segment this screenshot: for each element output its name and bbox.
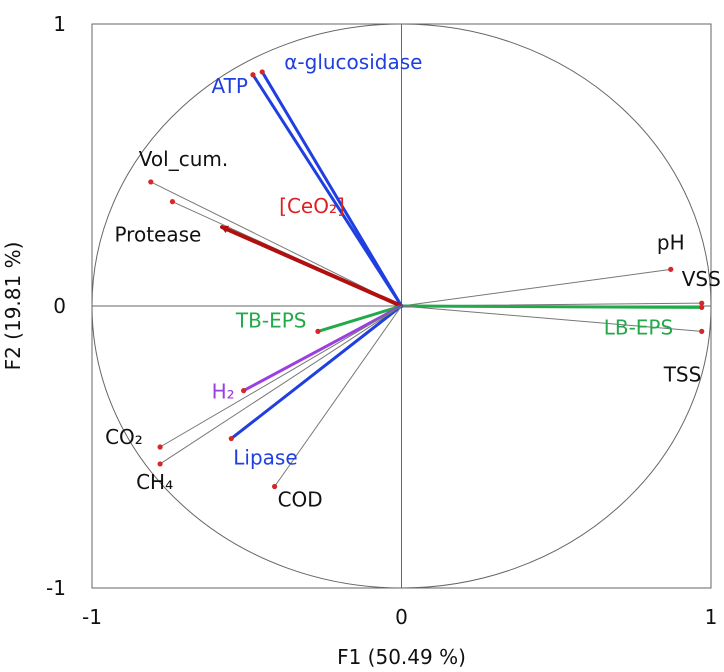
x-tick-label: -1 [82,605,102,629]
label-protease: Protease [114,223,201,247]
vector-lipase [229,304,403,441]
point-vol-cum [148,179,154,185]
point-cod [272,483,278,490]
label-ch4: CH₄ [136,470,173,494]
label-lipase: Lipase [233,446,297,470]
correlation-circle [91,23,712,589]
label-cod: COD [278,487,323,511]
vector-vol-cum [150,181,402,307]
y-tick-label: 0 [53,294,66,318]
x-tick-label: 1 [705,605,718,629]
vector-tss [401,305,703,332]
label-ceo2: [CeO₂] [279,194,345,218]
label-h2: H₂ [212,380,235,404]
label-alpha-glucosidase: α-glucosidase [284,50,422,74]
point-lipase [228,435,234,442]
y-tick-label: 1 [53,12,66,36]
vector-ceo2 [219,225,404,308]
vector-atp [251,73,403,308]
vector-h2 [242,304,403,393]
y-axis-title: F2 (19.81 %) [1,242,25,371]
x-axis-title: F1 (50.49 %) [337,645,466,669]
vector-ch4 [159,305,402,465]
label-vol-cum: Vol_cum. [139,147,228,171]
label-tss: TSS [663,362,702,386]
label-tb-eps: TB-EPS [235,308,307,332]
y-tick-label: -1 [46,576,66,600]
vector-co2 [159,305,402,448]
point-co2 [157,444,163,450]
vector-ph [401,268,672,307]
vector-tb-eps [316,304,403,333]
point-alpha-glucosidase [259,69,265,75]
x-tick-label: 0 [395,605,408,629]
point-ph [668,266,674,272]
label-lb-eps: LB-EPS [604,315,673,339]
label-ph: pH [657,230,685,254]
label-vss: VSS [682,267,721,291]
vector-cod [274,305,402,487]
point-tb-eps [315,328,321,334]
point-h2 [241,388,247,394]
point-vss [699,300,705,306]
point-protease [169,199,176,205]
vector-lb-eps [400,304,704,309]
point-ch4 [157,461,163,467]
label-atp: ATP [212,74,248,98]
label-co2: CO₂ [105,425,143,449]
vector-alpha-glucosidase [260,70,403,308]
point-tss [699,328,705,334]
point-lb-eps [699,304,705,311]
point-atp [250,72,256,78]
